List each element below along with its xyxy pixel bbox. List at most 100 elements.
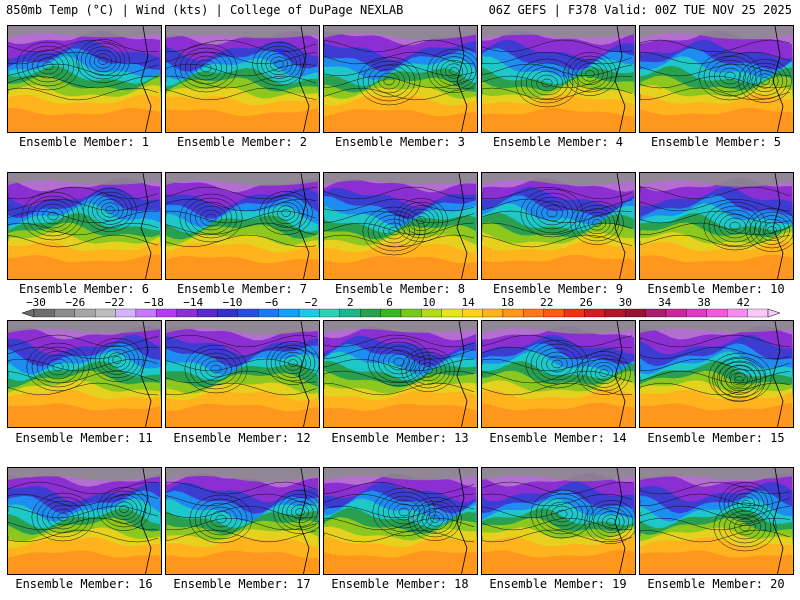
ensemble-map-9	[481, 172, 636, 280]
colorbar-segment	[441, 308, 463, 318]
colorbar-segment	[135, 308, 157, 318]
ensemble-member-label: Ensemble Member: 19	[489, 577, 627, 591]
ensemble-map-13	[323, 320, 478, 428]
colorbar-tick-label: −18	[144, 297, 164, 309]
colorbar-tick-label: −6	[265, 297, 278, 309]
ensemble-map-3	[323, 25, 478, 133]
colorbar-segment	[156, 308, 177, 318]
colorbar-segment	[604, 308, 626, 318]
colorbar-tick-label: 14	[462, 297, 476, 309]
ensemble-member-label: Ensemble Member: 16	[15, 577, 153, 591]
ensemble-member-label: Ensemble Member: 9	[492, 282, 624, 296]
colorbar-segment	[360, 308, 381, 318]
colorbar-tick-label: 42	[737, 297, 750, 309]
colorbar-segment	[625, 308, 646, 318]
colorbar-segment	[747, 308, 769, 318]
colorbar-max-arrow	[767, 308, 781, 318]
ensemble-map-19	[481, 467, 636, 575]
colorbar-segment	[278, 308, 300, 318]
colorbar-segment	[237, 308, 259, 318]
colorbar-segment	[196, 308, 218, 318]
colorbar-segment	[462, 308, 483, 318]
ensemble-member-label: Ensemble Member: 1	[18, 135, 150, 149]
colorbar-min-arrow	[21, 308, 35, 318]
ensemble-member-label: Ensemble Member: 13	[331, 431, 469, 445]
ensemble-map-18	[323, 467, 478, 575]
colorbar-segment	[502, 308, 524, 318]
colorbar-segment	[563, 308, 585, 318]
colorbar-tick-label: 30	[619, 297, 632, 309]
colorbar-tick-label: 18	[501, 297, 514, 309]
colorbar-segment	[339, 308, 361, 318]
ensemble-map-8	[323, 172, 478, 280]
colorbar-segment	[645, 308, 667, 318]
header-run-info: 06Z GEFS | F378 Valid: 00Z TUE NOV 25 20…	[488, 3, 792, 17]
ensemble-map-4	[481, 25, 636, 133]
ensemble-member-label: Ensemble Member: 2	[176, 135, 308, 149]
colorbar-tick-label: 10	[422, 297, 435, 309]
colorbar-segment	[176, 308, 198, 318]
colorbar-segment	[33, 308, 55, 318]
ensemble-map-17	[165, 467, 320, 575]
ensemble-member-label: Ensemble Member: 6	[18, 282, 150, 296]
ensemble-map-2	[165, 25, 320, 133]
colorbar-tick-label: 38	[697, 297, 710, 309]
colorbar-tick-label: −26	[65, 297, 85, 309]
colorbar-tick-label: −10	[223, 297, 243, 309]
colorbar-tick-label: 26	[579, 297, 592, 309]
ensemble-map-12	[165, 320, 320, 428]
header-title: 850mb Temp (°C) | Wind (kts) | College o…	[6, 3, 404, 17]
ensemble-map-14	[481, 320, 636, 428]
colorbar-segment	[584, 308, 606, 318]
colorbar-segment	[115, 308, 137, 318]
colorbar-segment	[380, 308, 402, 318]
ensemble-member-label: Ensemble Member: 7	[176, 282, 308, 296]
colorbar-segment	[523, 308, 544, 318]
ensemble-member-label: Ensemble Member: 15	[647, 431, 785, 445]
colorbar-segment	[298, 308, 320, 318]
ensemble-map-11	[7, 320, 162, 428]
colorbar-tick-label: −2	[304, 297, 317, 309]
colorbar-segment	[95, 308, 116, 318]
colorbar-segment	[686, 308, 707, 318]
ensemble-member-label: Ensemble Member: 8	[334, 282, 466, 296]
colorbar-tick-label: 22	[540, 297, 553, 309]
colorbar-segment	[727, 308, 748, 318]
colorbar-segment	[319, 308, 340, 318]
colorbar-tick-label: −14	[183, 297, 203, 309]
colorbar-segment	[74, 308, 96, 318]
colorbar-tick-label: 6	[386, 297, 393, 309]
ensemble-member-label: Ensemble Member: 4	[492, 135, 624, 149]
ensemble-member-label: Ensemble Member: 18	[331, 577, 469, 591]
ensemble-member-label: Ensemble Member: 11	[15, 431, 153, 445]
colorbar-segment	[706, 308, 728, 318]
ensemble-map-7	[165, 172, 320, 280]
colorbar-segment	[421, 308, 442, 318]
colorbar-tick-label: 34	[658, 297, 672, 309]
colorbar-tick-label: −22	[105, 297, 125, 309]
ensemble-map-6	[7, 172, 162, 280]
ensemble-member-label: Ensemble Member: 10	[647, 282, 785, 296]
ensemble-map-10	[639, 172, 794, 280]
colorbar-tick-label: −30	[26, 297, 46, 309]
colorbar-tick-label: 2	[347, 297, 354, 309]
ensemble-member-label: Ensemble Member: 20	[647, 577, 785, 591]
ensemble-map-15	[639, 320, 794, 428]
ensemble-map-16	[7, 467, 162, 575]
ensemble-map-1	[7, 25, 162, 133]
temperature-colorbar: −30 −26 −22 −18 −14 −10 −6 −2 2 6 10 14 18 22 26 30 34 38…	[21, 297, 781, 318]
colorbar-segment	[217, 308, 239, 318]
ensemble-member-label: Ensemble Member: 17	[173, 577, 311, 591]
colorbar-segment	[400, 308, 422, 318]
colorbar-segment	[665, 308, 687, 318]
colorbar-segment	[482, 308, 504, 318]
colorbar-segment	[543, 308, 565, 318]
ensemble-map-20	[639, 467, 794, 575]
ensemble-member-label: Ensemble Member: 14	[489, 431, 627, 445]
ensemble-map-5	[639, 25, 794, 133]
ensemble-member-label: Ensemble Member: 5	[650, 135, 782, 149]
colorbar-segment	[258, 308, 279, 318]
ensemble-member-label: Ensemble Member: 3	[334, 135, 466, 149]
colorbar-segment	[54, 308, 75, 318]
ensemble-member-label: Ensemble Member: 12	[173, 431, 311, 445]
